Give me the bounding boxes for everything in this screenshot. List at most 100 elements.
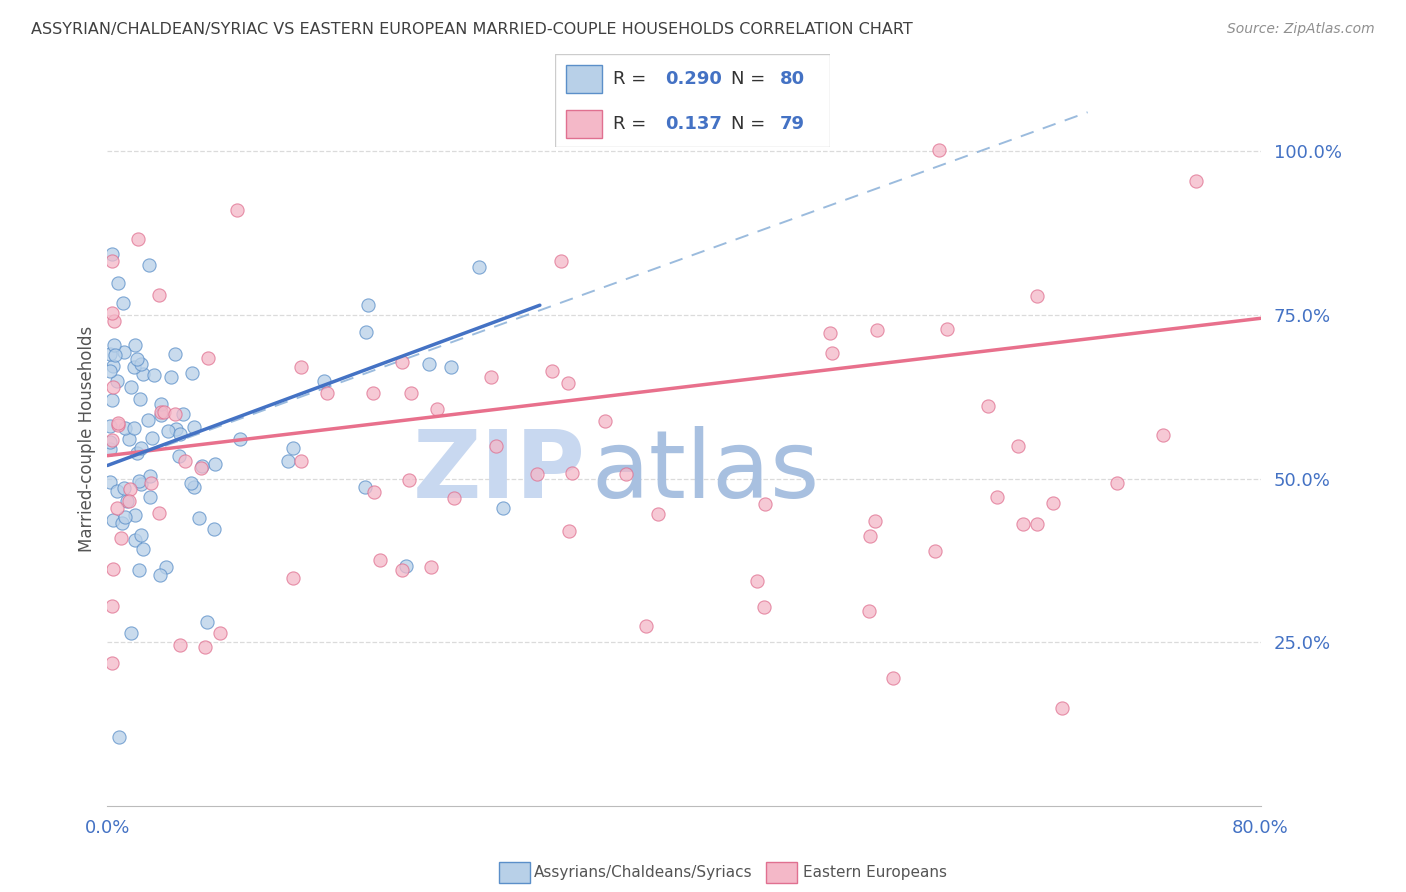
Point bbox=[98, 364, 121, 378]
Point bbox=[157, 424, 180, 438]
Point bbox=[110, 531, 132, 545]
Point bbox=[443, 491, 465, 506]
Point bbox=[754, 497, 776, 511]
Point bbox=[183, 480, 205, 494]
Text: R =: R = bbox=[613, 115, 652, 133]
Point bbox=[1026, 517, 1049, 532]
Point bbox=[169, 638, 191, 652]
Point bbox=[180, 476, 202, 491]
Point bbox=[155, 560, 177, 574]
Point bbox=[129, 527, 152, 541]
Point bbox=[557, 376, 579, 390]
Point bbox=[977, 399, 1000, 413]
Point bbox=[1184, 174, 1206, 188]
Point bbox=[754, 600, 776, 615]
Point bbox=[197, 615, 219, 629]
Point bbox=[104, 348, 127, 362]
Text: N =: N = bbox=[731, 70, 770, 87]
Point bbox=[160, 369, 183, 384]
Point bbox=[561, 467, 583, 481]
Point bbox=[125, 446, 148, 460]
Point bbox=[114, 420, 136, 434]
Point bbox=[229, 432, 252, 446]
Point bbox=[398, 473, 420, 487]
Point bbox=[426, 401, 449, 416]
Text: Source: ZipAtlas.com: Source: ZipAtlas.com bbox=[1227, 22, 1375, 37]
Point bbox=[124, 420, 146, 434]
Point bbox=[128, 563, 150, 577]
Point bbox=[820, 326, 842, 340]
Point bbox=[492, 501, 515, 516]
Point bbox=[1025, 289, 1047, 303]
Bar bbox=[567, 110, 602, 138]
Text: R =: R = bbox=[613, 70, 652, 87]
Point bbox=[139, 469, 162, 483]
Point bbox=[354, 479, 377, 493]
Point bbox=[173, 454, 195, 468]
Point bbox=[149, 409, 172, 423]
Point bbox=[440, 359, 463, 374]
Point bbox=[614, 467, 637, 481]
Point bbox=[107, 416, 129, 430]
Point bbox=[169, 427, 191, 442]
Point bbox=[149, 397, 172, 411]
Point bbox=[526, 467, 548, 482]
Text: Assyrians/Chaldeans/Syriacs: Assyrians/Chaldeans/Syriacs bbox=[534, 865, 752, 880]
Point bbox=[98, 434, 121, 449]
Point bbox=[100, 599, 122, 613]
Point bbox=[98, 346, 121, 360]
Point bbox=[100, 306, 122, 320]
Point bbox=[124, 533, 146, 548]
Point bbox=[98, 475, 121, 489]
Point bbox=[283, 442, 305, 456]
Point bbox=[859, 529, 882, 543]
Bar bbox=[567, 65, 602, 93]
Point bbox=[148, 506, 170, 520]
Point bbox=[100, 433, 122, 447]
Point bbox=[105, 500, 128, 515]
Point bbox=[290, 454, 312, 468]
Point bbox=[127, 232, 149, 246]
Point bbox=[129, 441, 152, 455]
Point bbox=[226, 203, 249, 218]
Point bbox=[138, 258, 160, 272]
Point bbox=[132, 368, 155, 382]
Point bbox=[149, 567, 172, 582]
Point bbox=[394, 559, 416, 574]
Text: 79: 79 bbox=[780, 115, 806, 133]
Text: ZIP: ZIP bbox=[413, 426, 586, 518]
Text: N =: N = bbox=[731, 115, 770, 133]
Text: 80: 80 bbox=[780, 70, 806, 87]
Point bbox=[128, 475, 150, 489]
Point bbox=[647, 507, 669, 521]
Point bbox=[100, 254, 122, 268]
FancyBboxPatch shape bbox=[555, 54, 830, 147]
Point bbox=[131, 357, 153, 371]
Point bbox=[136, 412, 159, 426]
Point bbox=[1107, 475, 1129, 490]
Point bbox=[654, 131, 676, 145]
Point bbox=[153, 405, 176, 419]
Point bbox=[103, 380, 125, 394]
Point bbox=[118, 432, 141, 446]
Point bbox=[165, 422, 187, 436]
Point bbox=[129, 477, 152, 491]
Point bbox=[636, 618, 658, 632]
Point bbox=[183, 420, 205, 434]
Point bbox=[281, 571, 304, 585]
Point bbox=[139, 490, 162, 504]
Point bbox=[368, 553, 391, 567]
Point bbox=[419, 559, 441, 574]
Point bbox=[112, 296, 135, 310]
Point bbox=[277, 454, 299, 468]
Point bbox=[103, 562, 125, 576]
Point bbox=[118, 493, 141, 508]
Point bbox=[101, 247, 124, 261]
Point bbox=[550, 254, 572, 268]
Point bbox=[142, 368, 165, 383]
Point bbox=[202, 522, 225, 536]
Point bbox=[103, 338, 125, 352]
Point bbox=[115, 494, 138, 508]
Point bbox=[541, 364, 564, 378]
Point bbox=[479, 370, 502, 384]
